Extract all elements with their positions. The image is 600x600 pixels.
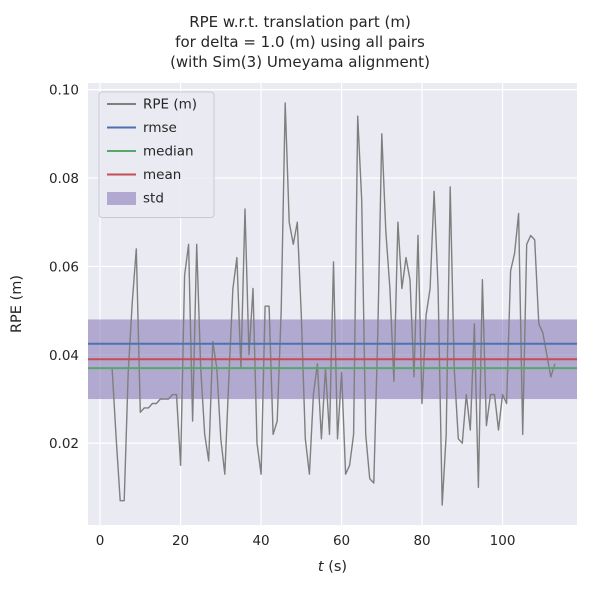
y-tick-label: 0.10 (49, 83, 79, 99)
title-line-3: (with Sim(3) Umeyama alignment) (170, 53, 430, 71)
legend: RPE (m) rmse median mean std (98, 91, 215, 218)
legend-label-mean: mean (143, 167, 181, 183)
legend-swatch-std (107, 192, 136, 205)
legend-label-rmse: rmse (143, 120, 177, 136)
y-tick-label: 0.06 (49, 259, 79, 275)
plot-area: 0 20 40 60 80 100 0.02 0.04 0.06 0.08 0.10 t (s) RPE… (9, 83, 577, 575)
legend-box (98, 91, 215, 218)
legend-label-RPE (m): RPE (m) (143, 97, 197, 113)
y-tick-label: 0.04 (49, 348, 79, 364)
x-tick-label: 100 (490, 533, 516, 549)
x-tick-label: 60 (333, 533, 350, 549)
title-line-1: RPE w.r.t. translation part (m) (189, 13, 411, 31)
x-tick-label: 0 (96, 533, 105, 549)
x-axis-label: t (s) (318, 559, 347, 575)
legend-label-median: median (143, 144, 194, 160)
y-axis-label: RPE (m) (9, 275, 25, 333)
title-line-2: for delta = 1.0 (m) using all pairs (175, 33, 425, 51)
chart-title: RPE w.r.t. translation part (m) for delt… (0, 12, 600, 72)
y-tick-label: 0.02 (49, 436, 79, 452)
legend-label-std: std (143, 191, 164, 207)
x-tick-label: 40 (252, 533, 269, 549)
rpe-line (111, 102, 556, 506)
x-tick-label: 20 (172, 533, 189, 549)
x-tick-label: 80 (413, 533, 430, 549)
y-tick-label: 0.08 (49, 171, 79, 187)
